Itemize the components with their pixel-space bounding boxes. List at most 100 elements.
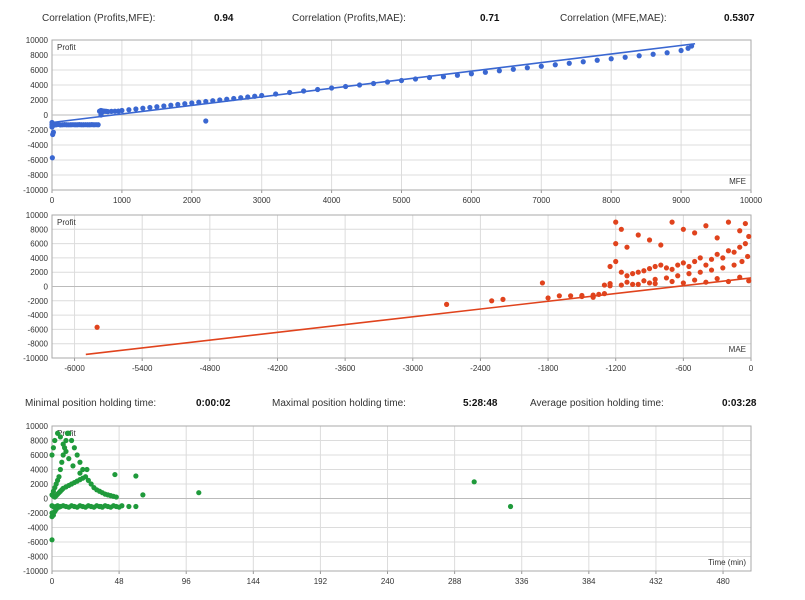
y-tick-label: 2000 <box>30 268 48 277</box>
data-point <box>71 445 77 451</box>
y-tick-label: -8000 <box>28 553 49 562</box>
data-point <box>154 104 160 110</box>
y-axis-label: Profit <box>57 218 76 227</box>
x-tick-label: 2000 <box>183 196 201 205</box>
data-point <box>697 255 703 261</box>
y-tick-label: 6000 <box>30 240 48 249</box>
data-point <box>50 131 56 138</box>
y-tick-label: 8000 <box>30 225 48 234</box>
data-point <box>680 260 686 266</box>
data-point <box>63 448 69 454</box>
data-point <box>54 430 61 436</box>
data-point <box>524 65 530 71</box>
data-point <box>664 50 670 56</box>
data-point <box>618 226 624 232</box>
y-tick-label: 8000 <box>30 437 48 446</box>
y-tick-label: 4000 <box>30 466 48 475</box>
data-point <box>80 475 86 481</box>
x-tick-label: 432 <box>649 577 663 586</box>
data-point <box>680 226 686 232</box>
data-point <box>49 452 55 458</box>
x-tick-label: 10000 <box>740 196 763 205</box>
x-tick-label: 5000 <box>393 196 411 205</box>
data-point <box>175 101 181 108</box>
data-point <box>68 437 75 444</box>
data-point <box>652 263 658 270</box>
data-point <box>601 282 608 288</box>
data-point <box>725 219 732 225</box>
data-point <box>49 514 55 520</box>
data-point <box>112 471 118 478</box>
data-point <box>53 506 59 512</box>
data-point <box>692 258 698 265</box>
data-point <box>568 293 574 299</box>
data-point <box>613 258 619 265</box>
data-point <box>126 107 132 113</box>
x-tick-label: 8000 <box>602 196 620 205</box>
x-tick-label: 9000 <box>672 196 690 205</box>
data-point <box>56 474 62 480</box>
data-point <box>147 104 153 111</box>
data-point <box>88 481 94 487</box>
y-tick-label: 6000 <box>30 66 48 75</box>
data-point <box>566 60 572 66</box>
data-point <box>646 280 653 286</box>
y-tick-label: -10000 <box>23 354 48 363</box>
y-tick-label: 4000 <box>30 254 48 263</box>
data-point <box>57 466 63 473</box>
data-point <box>725 248 732 254</box>
data-point <box>697 269 703 275</box>
data-point <box>468 71 474 77</box>
data-point <box>669 278 675 285</box>
x-tick-label: -4200 <box>267 364 288 373</box>
data-point <box>708 267 715 273</box>
data-point <box>161 103 167 109</box>
trend-line <box>85 277 752 356</box>
data-point <box>692 277 698 283</box>
data-point <box>80 466 86 473</box>
x-axis-label: Time (min) <box>708 558 746 567</box>
data-point <box>641 278 647 284</box>
data-point <box>196 490 202 496</box>
data-point <box>74 452 80 458</box>
trend-line <box>51 42 696 124</box>
data-point <box>66 430 72 436</box>
data-point <box>720 265 726 271</box>
data-point <box>60 452 66 458</box>
data-point <box>500 296 506 302</box>
x-axis-label: MFE <box>729 177 746 186</box>
data-point <box>742 241 748 247</box>
data-point <box>203 118 209 124</box>
stat-label-corr-mfe-mae: Correlation (MFE,MAE): <box>560 13 667 24</box>
data-point <box>113 494 119 500</box>
chart-mae: -10000-8000-6000-4000-200002000400060008… <box>23 211 754 373</box>
stat-value-corr-profit-mfe: 0.94 <box>214 13 234 24</box>
y-tick-label: 0 <box>44 495 49 504</box>
data-point <box>489 298 495 304</box>
y-tick-label: -2000 <box>28 297 49 306</box>
stat-label-corr-profit-mfe: Correlation (Profits,MFE): <box>42 13 156 24</box>
data-point <box>635 281 641 287</box>
x-tick-label: 288 <box>448 577 462 586</box>
data-point <box>98 503 104 510</box>
stat-value-corr-mfe-mae: 0.5307 <box>724 13 755 24</box>
data-point <box>133 473 139 479</box>
data-point <box>119 503 125 509</box>
data-point <box>63 437 69 444</box>
y-tick-label: 0 <box>44 283 49 292</box>
data-point <box>731 262 737 268</box>
x-tick-label: 96 <box>182 577 191 586</box>
y-tick-label: -4000 <box>28 311 49 320</box>
stat-label-min-holding: Minimal position holding time: <box>25 398 157 409</box>
x-tick-label: 240 <box>381 577 395 586</box>
data-point <box>594 57 600 63</box>
x-tick-label: 48 <box>115 577 124 586</box>
data-point <box>675 273 681 279</box>
data-point <box>496 68 502 74</box>
y-tick-label: -6000 <box>28 325 49 334</box>
stat-value-corr-profit-mae: 0.71 <box>480 13 500 24</box>
data-point <box>635 269 641 275</box>
data-point <box>737 228 743 234</box>
data-point <box>50 445 56 451</box>
data-point <box>678 47 684 54</box>
